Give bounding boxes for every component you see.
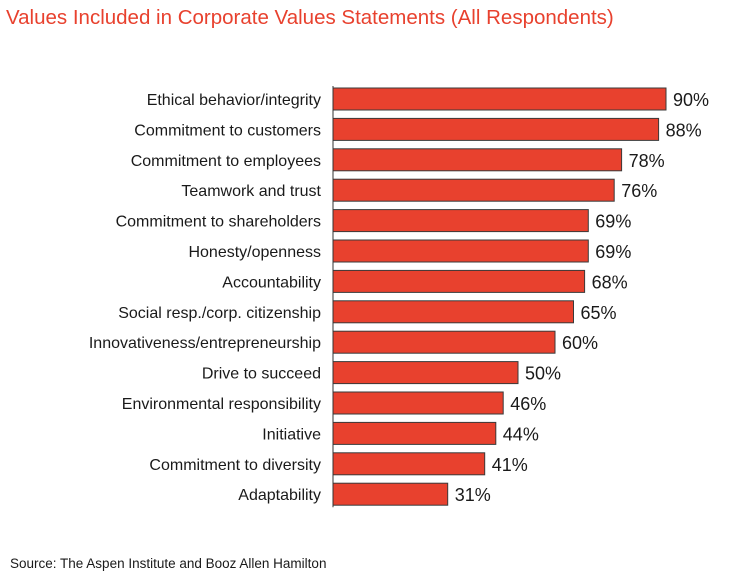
value-label: 65% xyxy=(581,303,617,323)
category-label: Innovativeness/entrepreneurship xyxy=(89,335,321,352)
value-label: 46% xyxy=(510,394,546,414)
category-label: Commitment to employees xyxy=(131,153,321,170)
category-label: Social resp./corp. citizenship xyxy=(118,305,321,322)
category-label: Commitment to diversity xyxy=(149,457,321,474)
bar xyxy=(332,361,519,385)
value-label: 31% xyxy=(455,485,491,505)
category-labels-group: Ethical behavior/integrity Commitment to … xyxy=(89,92,322,504)
category-label: Drive to succeed xyxy=(202,366,321,383)
value-label: 76% xyxy=(621,181,657,201)
category-label: Commitment to customers xyxy=(134,122,321,139)
category-label: Teamwork and trust xyxy=(181,183,321,200)
category-label: Accountability xyxy=(222,274,321,291)
bar xyxy=(332,239,589,263)
category-label: Commitment to shareholders xyxy=(116,214,321,231)
source-note: Source: The Aspen Institute and Booz All… xyxy=(10,556,327,571)
chart-title: Values Included in Corporate Values Stat… xyxy=(6,6,614,29)
value-label: 78% xyxy=(629,151,665,171)
bar xyxy=(332,330,556,354)
bar xyxy=(332,300,574,324)
bar xyxy=(332,148,623,172)
value-label: 90% xyxy=(673,90,709,110)
bar xyxy=(332,452,486,476)
category-label: Ethical behavior/integrity xyxy=(147,92,321,109)
value-label: 41% xyxy=(492,455,528,475)
bar xyxy=(332,421,497,445)
bar xyxy=(332,482,449,506)
value-labels-group: 90% 88%78% 76% 69% 69% 68% 65% 60%50% 46% 44% 41%3… xyxy=(455,90,709,505)
value-label: 44% xyxy=(503,424,539,444)
category-label: Initiative xyxy=(262,426,321,443)
bar xyxy=(332,209,589,233)
bar xyxy=(332,117,660,141)
bars-group xyxy=(332,87,667,506)
category-label: Environmental responsibility xyxy=(122,396,321,413)
bar xyxy=(332,178,615,202)
value-label: 69% xyxy=(595,212,631,232)
bar xyxy=(332,269,586,293)
category-label: Honesty/openness xyxy=(188,244,321,261)
bar xyxy=(332,391,504,415)
value-label: 88% xyxy=(666,120,702,140)
value-label: 50% xyxy=(525,364,561,384)
value-label: 69% xyxy=(595,242,631,262)
category-label: Adaptability xyxy=(238,487,321,504)
bar xyxy=(332,87,667,111)
value-label: 60% xyxy=(562,333,598,353)
value-label: 68% xyxy=(592,272,628,292)
